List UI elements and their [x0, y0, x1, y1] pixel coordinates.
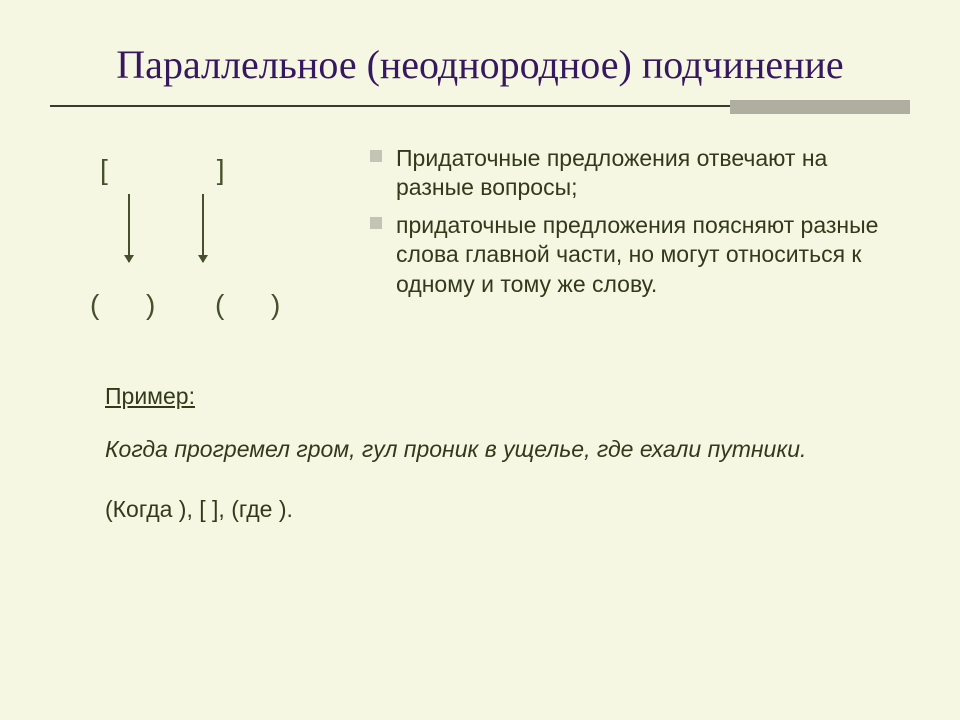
list-item: Придаточные предложения отвечают на разн…: [370, 144, 910, 203]
main-clause-brackets: [ ]: [100, 154, 224, 186]
slide-title: Параллельное (неоднородное) подчинение: [50, 40, 910, 90]
list-item-text: придаточные предложения поясняют разные …: [396, 211, 910, 299]
bullet-icon: [370, 150, 382, 162]
bullet-icon: [370, 217, 382, 229]
arrow-right: [202, 194, 204, 262]
bullet-list: Придаточные предложения отвечают на разн…: [370, 144, 910, 344]
subordinate-clause-left: ( ): [90, 289, 155, 321]
slide: Параллельное (неоднородное) подчинение […: [0, 0, 960, 720]
subordinate-clause-right: ( ): [215, 289, 280, 321]
arrow-left: [128, 194, 130, 262]
content-row: [ ] ( ) ( ) Придаточные предложения отве…: [50, 144, 910, 344]
rule-accent-bar: [730, 100, 910, 114]
example-label: Пример:: [105, 379, 195, 414]
syntax-diagram: [ ] ( ) ( ): [50, 144, 360, 344]
list-item: придаточные предложения поясняют разные …: [370, 211, 910, 299]
example-scheme: (Когда ), [ ], (где ).: [105, 492, 910, 527]
example-block: Пример: Когда прогремел гром, гул проник…: [50, 379, 910, 527]
example-sentence: Когда прогремел гром, гул проник в ущель…: [105, 432, 910, 467]
list-item-text: Придаточные предложения отвечают на разн…: [396, 144, 910, 203]
title-rule: [50, 100, 910, 114]
